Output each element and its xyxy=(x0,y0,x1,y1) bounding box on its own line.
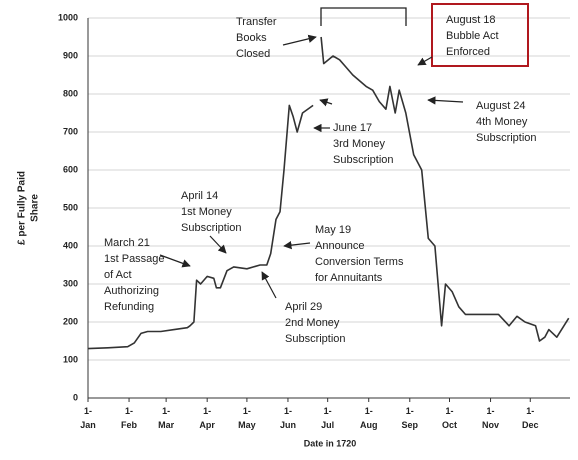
annotation: 3rd Money xyxy=(333,138,385,150)
annotation: of Act xyxy=(104,269,132,281)
x-tick-label: 1-Feb xyxy=(121,406,138,430)
annotation: March 21 xyxy=(104,237,150,249)
annotation: Books xyxy=(236,32,267,44)
y-axis-label: Share xyxy=(30,194,41,222)
x-axis-label: Date in 1720 xyxy=(304,438,357,448)
arrow xyxy=(283,240,311,250)
annotation: Announce xyxy=(315,240,365,252)
x-tick-label: 1-Oct xyxy=(442,406,457,430)
annotation: April 14 xyxy=(181,190,218,202)
arrow xyxy=(282,34,317,46)
arrow xyxy=(209,235,227,254)
annotation: Subscription xyxy=(476,132,537,144)
annotation: 2nd Money xyxy=(285,317,340,329)
annotation: Authorizing xyxy=(104,285,159,297)
arrow xyxy=(319,98,333,107)
annotation: Refunding xyxy=(104,301,154,313)
y-tick-label: 300 xyxy=(63,278,78,288)
arrow xyxy=(427,96,464,105)
x-tick-label: 1-Sep xyxy=(402,406,419,430)
y-tick-label: 400 xyxy=(63,240,78,250)
annotation: 4th Money xyxy=(476,116,528,128)
highlight-box xyxy=(431,3,529,67)
annotation: June 17 xyxy=(333,122,372,134)
annotation: Subscription xyxy=(181,222,242,234)
y-tick-label: 500 xyxy=(63,202,78,212)
arrow xyxy=(261,271,277,299)
annotation: Bubble Act xyxy=(446,30,499,42)
annotation: Enforced xyxy=(446,46,490,58)
x-tick-label: 1-Jan xyxy=(80,406,96,430)
annotation: Subscription xyxy=(285,333,346,345)
annotation: Transfer xyxy=(236,16,277,28)
x-tick-label: 1-Dec xyxy=(522,406,539,430)
annotation: Closed xyxy=(236,48,270,60)
x-tick-label: 1-Nov xyxy=(482,406,499,430)
annotation: August 18 xyxy=(446,14,496,26)
annotation: for Annuitants xyxy=(315,272,383,284)
annotation: 1st Passage xyxy=(104,253,165,265)
arrow xyxy=(159,254,191,268)
annotation: 1st Money xyxy=(181,206,232,218)
bracket xyxy=(320,7,407,26)
y-tick-label: 600 xyxy=(63,164,78,174)
arrow xyxy=(417,56,433,66)
x-tick-label: 1-Apr xyxy=(199,406,215,430)
y-tick-label: 100 xyxy=(63,354,78,364)
annotation: April 29 xyxy=(285,301,322,313)
y-tick-label: 0 xyxy=(73,392,78,402)
x-tick-label: 1-Jun xyxy=(280,406,296,430)
y-tick-label: 900 xyxy=(63,50,78,60)
annotation: Conversion Terms xyxy=(315,256,404,268)
y-tick-label: 700 xyxy=(63,126,78,136)
price-line xyxy=(87,36,570,350)
y-tick-label: 800 xyxy=(63,88,78,98)
y-tick-label: 200 xyxy=(63,316,78,326)
annotation: Subscription xyxy=(333,154,394,166)
y-axis-label: £ per Fully Paid xyxy=(17,171,28,245)
x-tick-label: 1-Aug xyxy=(360,406,378,430)
y-tick-label: 1000 xyxy=(58,12,78,22)
x-tick-label: 1-May xyxy=(238,406,256,430)
x-tick-label: 1-Mar xyxy=(158,406,175,430)
x-tick-label: 1-Jul xyxy=(321,406,334,430)
annotation: August 24 xyxy=(476,100,526,112)
annotation: May 19 xyxy=(315,224,351,236)
